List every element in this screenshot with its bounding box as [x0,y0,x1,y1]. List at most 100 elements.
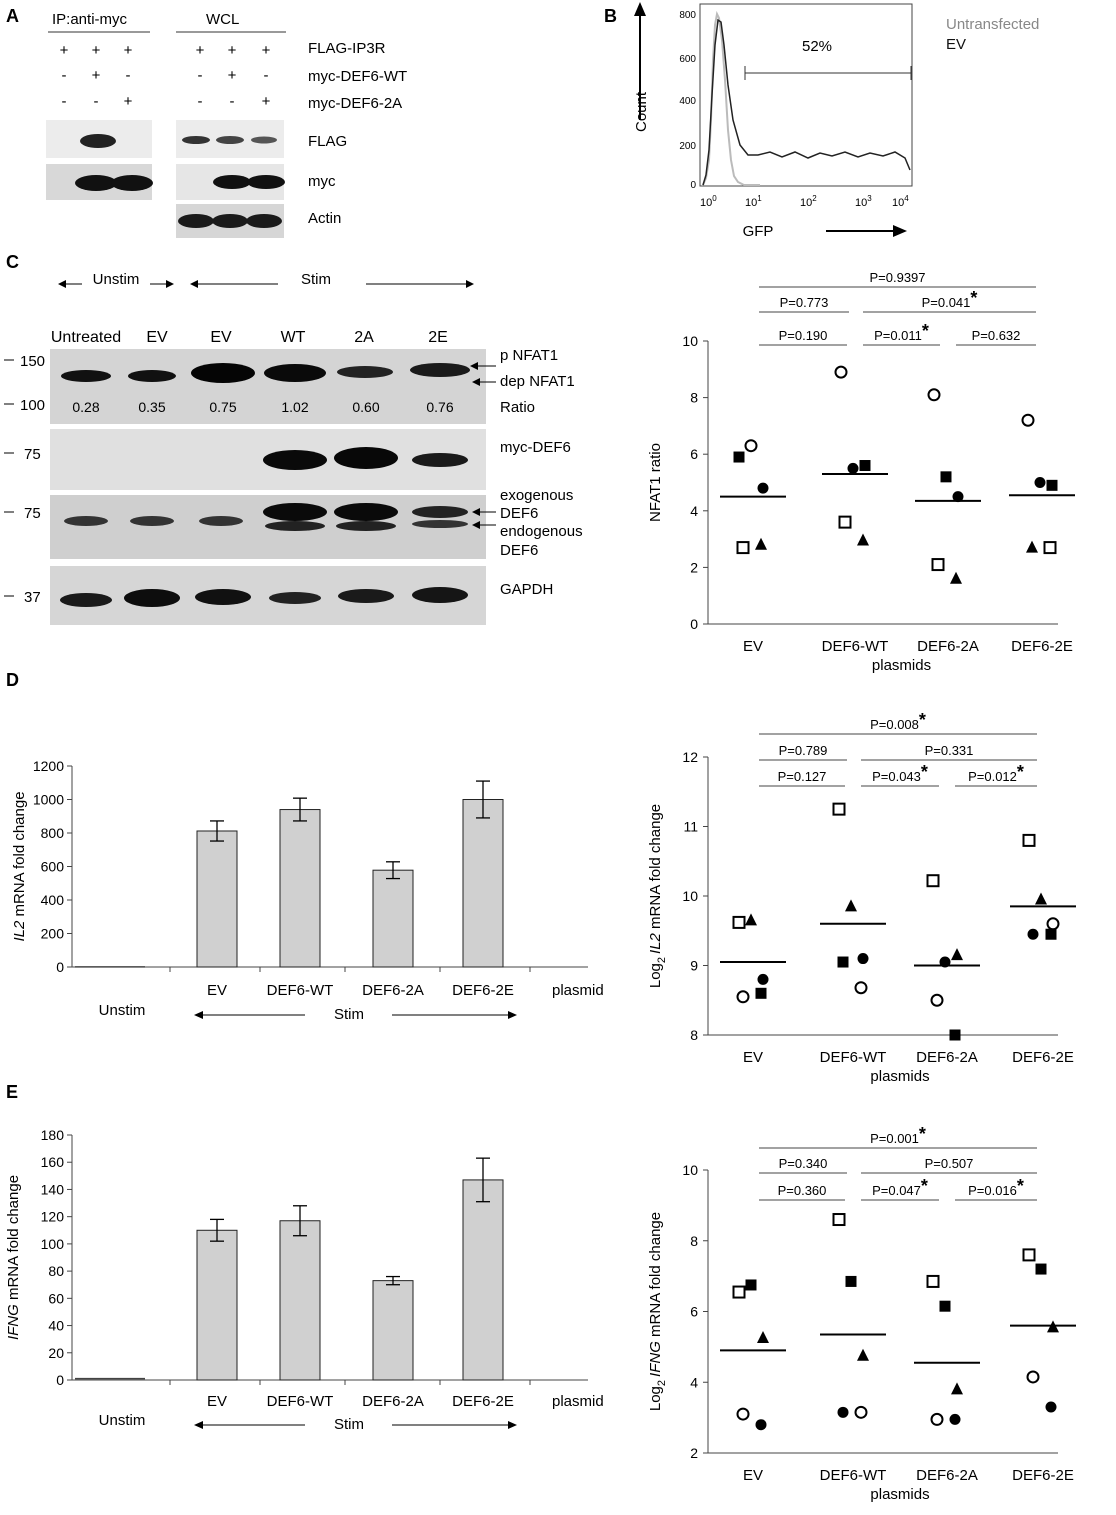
data-point-open-square [838,515,852,529]
flow-xtick: 103 [855,194,872,209]
ratio-value: 0.35 [138,399,165,415]
band [195,589,251,605]
label-endogenous: endogenous [500,523,583,540]
chart-ifng-log2: 2 4 6 8 10 EV DEF6-WT DEF6-2A DEF6-2E plasmids Log… [647,1124,1076,1503]
sign: + [92,42,101,59]
y-tick-label: 0 [56,1372,64,1388]
band [412,506,468,518]
y-axis-label-gene: IFNG [5,1304,22,1340]
flow-ytick: 400 [679,96,696,107]
x-category-label: Unstim [99,1412,146,1429]
row-label-flag-ip3r: FLAG-IP3R [308,40,386,57]
bar [372,869,414,968]
x-category-label: DEF6-2A [917,638,979,655]
data-point-filled-circle [1034,477,1046,488]
sign: - [230,93,235,110]
p-value: P=0.360 [778,1183,827,1198]
p-value: P=0.041 [922,295,971,310]
x-axis-label: plasmids [872,657,931,674]
y-tick-label: 10 [682,888,698,904]
x-category-label: DEF6-WT [267,1393,334,1410]
p-value: P=0.190 [779,328,828,343]
panel-letter-a: A [6,6,19,26]
sign: + [228,67,237,84]
y-axis-label: IFNG mRNA fold change [5,1175,22,1340]
stim-label: Stim [334,1416,364,1433]
data-point-filled-circle [755,1419,767,1431]
band [337,366,393,378]
p-value-label: P=0.9397 [869,270,925,285]
ratio-value: 0.28 [72,399,99,415]
p-value-label: P=0.360 [778,1183,827,1198]
y-axis-label-gene: IL2 [11,920,28,942]
mw-marker: 75 [24,505,41,522]
x-category-label: EV [207,982,227,999]
ev-histogram [702,18,911,186]
p-value-label: P=0.331 [925,743,974,758]
x-category-label: EV [743,1467,763,1484]
p-value: P=0.001 [870,1131,919,1146]
data-point-open-square [736,541,750,555]
flow-ytick: 800 [679,10,696,21]
lane-label: EV [210,329,232,346]
y-axis-label-gene: IFNG [647,1341,664,1377]
data-point-filled-circle [1045,1401,1057,1413]
lane-labels: Untreated EV EV WT 2A 2E [51,329,448,346]
data-point-filled-square [1045,928,1057,940]
band [111,175,153,191]
p-value-label: P=0.773 [780,295,829,310]
x-category-label: EV [743,638,763,655]
x-category-label: EV [743,1049,763,1066]
band [130,516,174,526]
sign: + [262,42,271,59]
sign: - [62,93,67,110]
data-point-open-square [732,915,746,929]
y-tick-label: 60 [48,1290,64,1306]
p-value: P=0.331 [925,743,974,758]
panel-letter-d: D [6,670,19,690]
lane-label: WT [281,329,306,346]
label-myc-def6: myc-DEF6 [500,439,571,456]
stim-arrow-head-l [190,280,198,288]
band [264,364,326,382]
p-value: P=0.008 [870,717,919,732]
y-axis-label: IL2 mRNA fold change [11,791,28,941]
band [251,136,277,144]
sign: - [94,93,99,110]
ratio-value: 0.75 [209,399,236,415]
y-tick-label: 4 [690,1374,698,1390]
blot-label-myc: myc [308,173,336,190]
p-value-label: P=0.789 [779,743,828,758]
data-point-triangle [951,948,963,961]
x-category-label: DEF6-2E [452,982,514,999]
data-point-open-circle [927,388,941,402]
bar [279,809,321,968]
y-tick-label: 8 [690,1027,698,1043]
band [199,516,243,526]
data-point-open-square [931,558,945,572]
flow-plot-frame [699,3,913,187]
y-tick-label: 6 [690,446,698,462]
y-tick-label: 120 [41,1209,65,1225]
data-point-filled-circle [1027,928,1039,940]
stim-arrow-head-right [508,1421,517,1429]
sign: + [124,42,133,59]
stim-arrow-head-right [508,1011,517,1019]
sign: + [262,93,271,110]
y-tick-label: 6 [690,1304,698,1320]
y-axis-label-text: NFAT1 ratio [647,443,664,522]
x-category-label: DEF6-2E [452,1393,514,1410]
data-point-filled-square [755,987,767,999]
data-point-open-circle [1021,413,1035,427]
row-label-def6-2a: myc-DEF6-2A [308,95,402,112]
stim-label: Stim [301,271,331,288]
data-point-filled-square [939,1300,951,1312]
p-value: P=0.043 [872,769,921,784]
band [61,370,111,382]
chart-il2-log2: 8 9 10 11 12 EV DEF6-WT DEF6-2A DEF6-2E plasmids L… [647,710,1076,1085]
p-value-label: P=0.127 [778,769,827,784]
data-point-triangle [1047,1320,1059,1333]
x-axis-label: plasmids [870,1486,929,1503]
data-point-filled-circle [952,491,964,503]
wcl-signs: + + + - + - - - + [196,42,271,110]
